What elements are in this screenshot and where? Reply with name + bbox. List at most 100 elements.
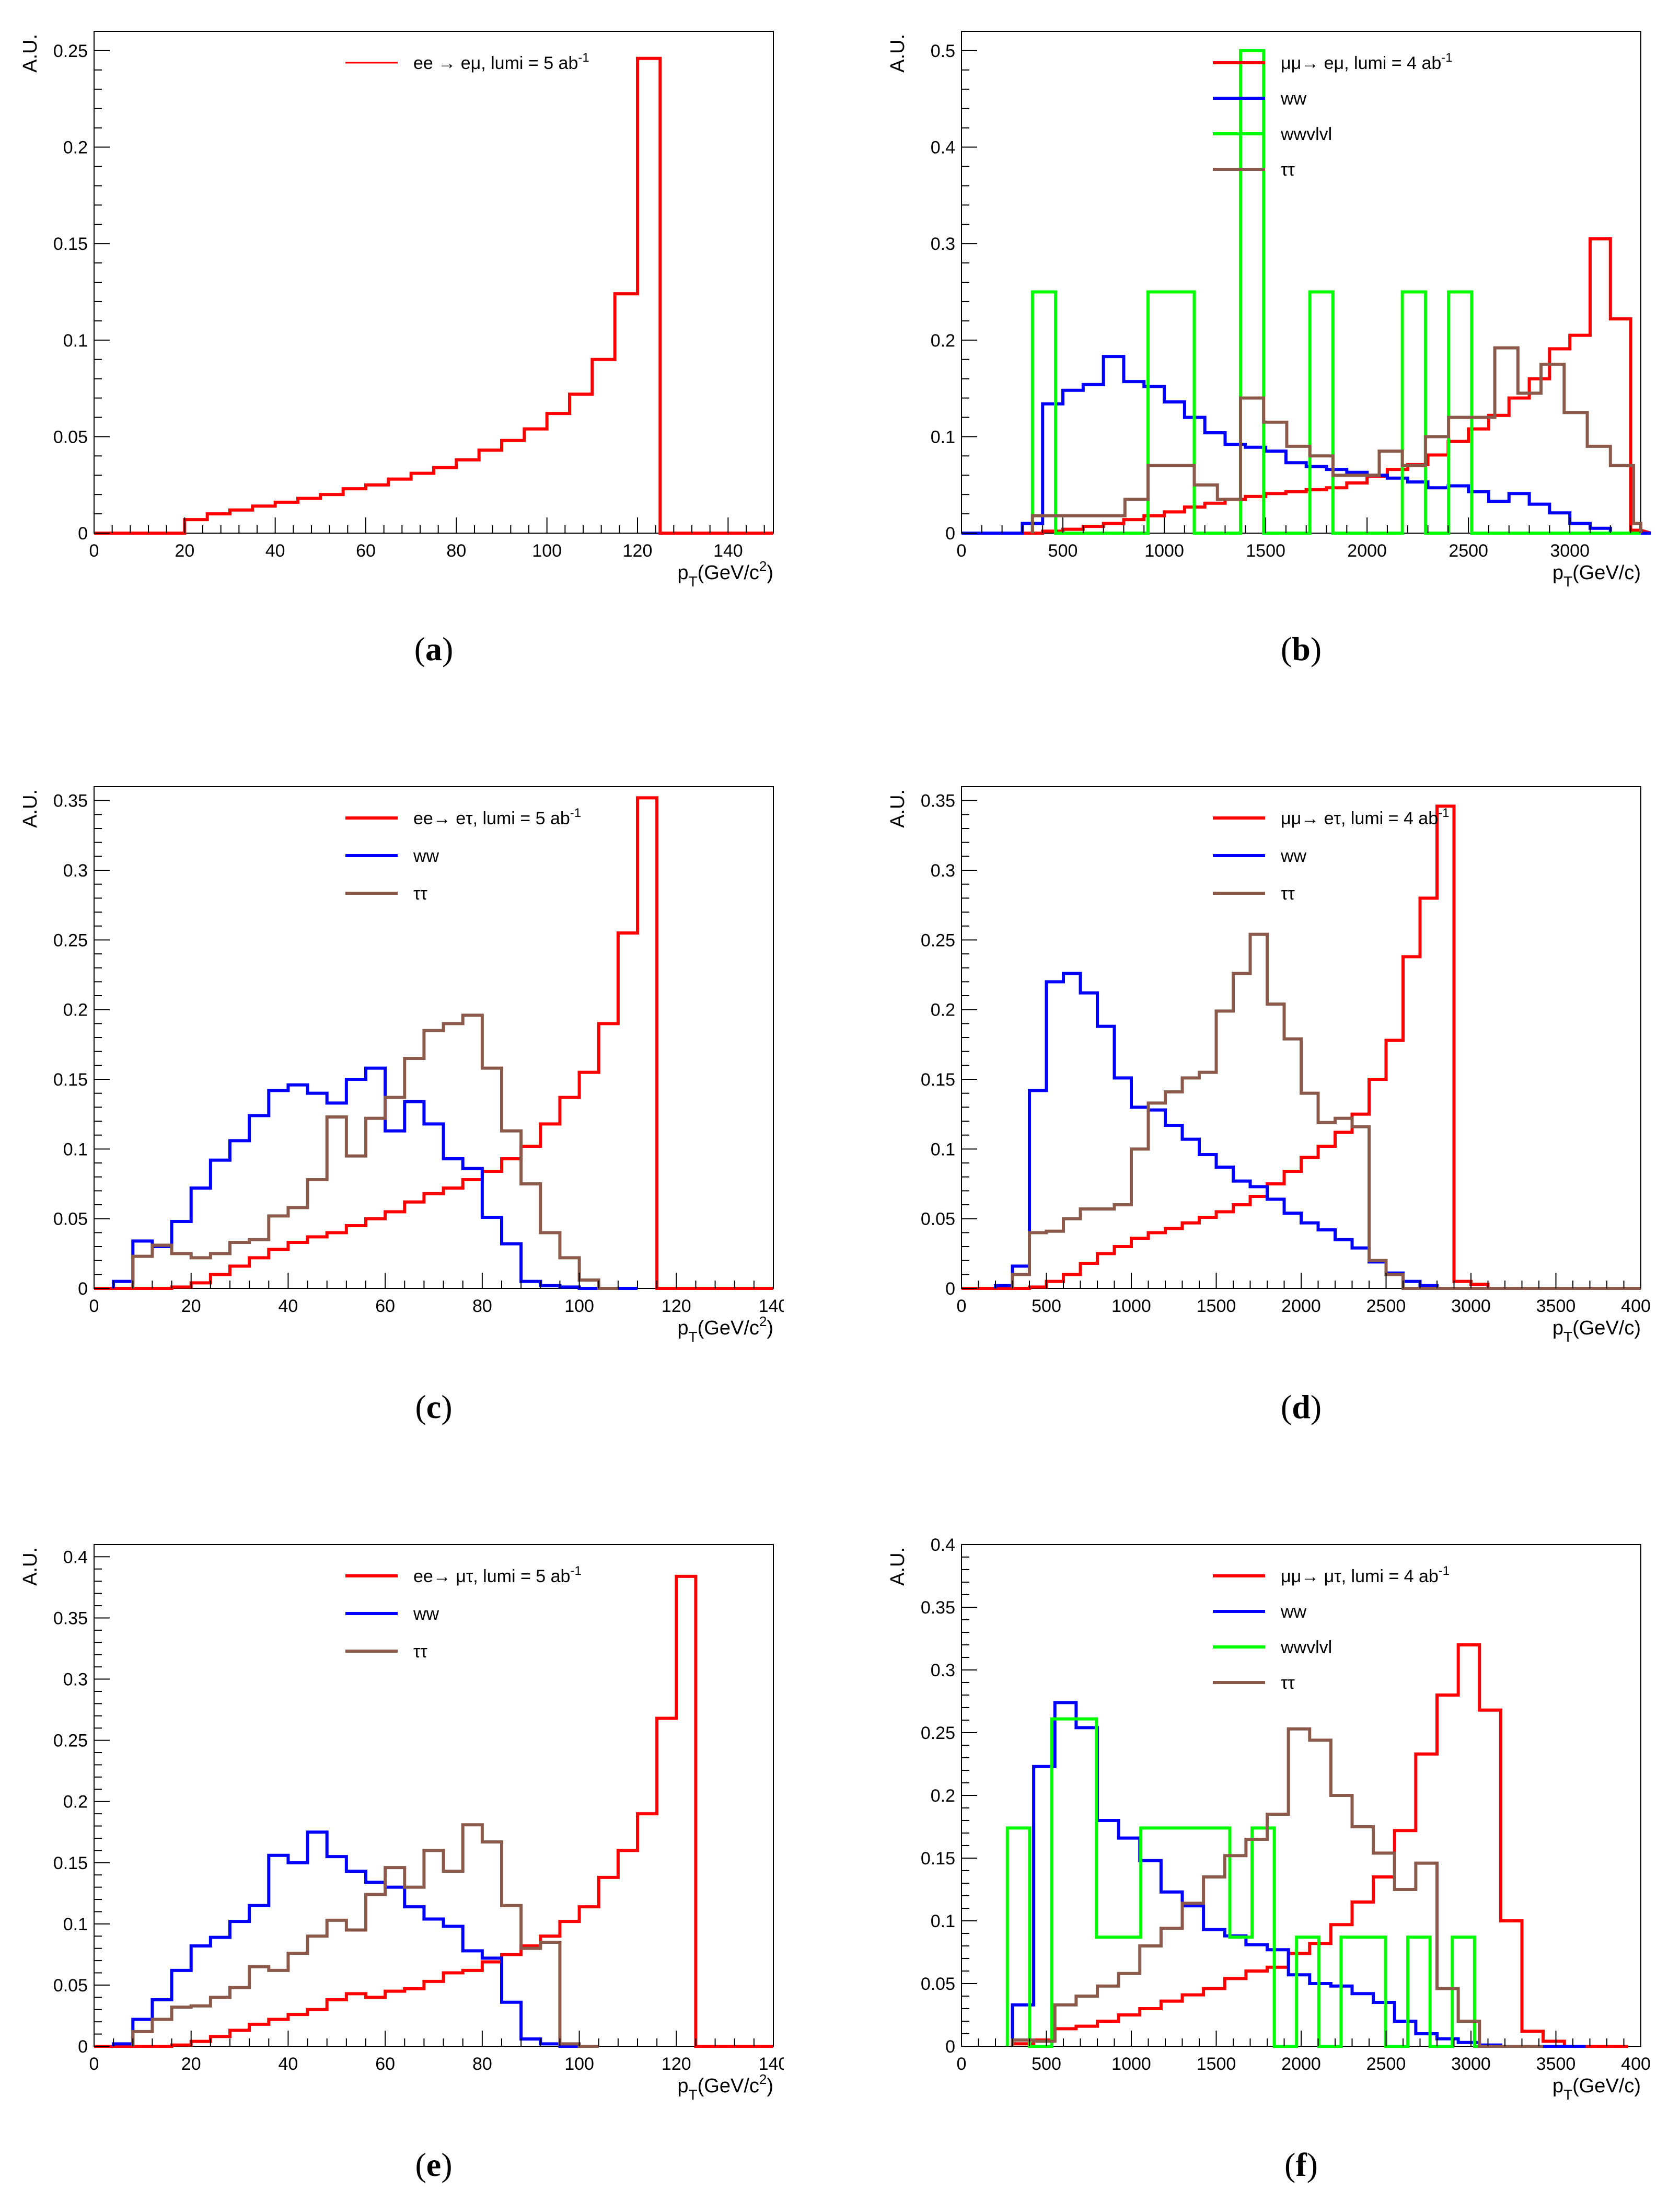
y-tick-label: 0.05 — [53, 1976, 88, 1996]
legend-entry-label: ee→ eτ, lumi = 5 ab-1 — [413, 806, 581, 828]
y-tick-label: 0.35 — [921, 1598, 955, 1618]
chart-e: 0 20 40 60 80 100 120 140 0 0.05 0.1 0.15 0.2 0.25 0.3… — [19, 1544, 784, 2103]
y-tick-label: 0.1 — [931, 1911, 955, 1931]
y-tick-label: 0.35 — [921, 791, 955, 811]
x-tick-label: 1000 — [1111, 2054, 1151, 2074]
x-tick-label: 500 — [1032, 2054, 1061, 2074]
legend-entry-label: ττ — [1281, 884, 1295, 904]
x-tick-label: 80 — [446, 541, 466, 561]
y-tick-label: 0.3 — [931, 861, 955, 881]
legend-entry-label: ee → eμ, lumi = 5 ab-1 — [413, 51, 589, 73]
chart-b: 0 500 1000 1500 2000 2500 3000 0 0.1 0.2 0.3 0.4 0.5… — [887, 31, 1651, 590]
series-brown-line — [131, 1823, 599, 2048]
y-axis-label: A.U. — [19, 34, 41, 73]
chart-c: 0 20 40 60 80 100 120 140 0 0.05 0.1 0.15 0.2 0.25 0.3… — [19, 786, 784, 1345]
x-tick-label: 80 — [472, 1296, 492, 1316]
y-tick-label: 0.35 — [53, 1608, 88, 1628]
caption-f: (f) — [1284, 2146, 1318, 2183]
y-axis-label: A.U. — [887, 34, 909, 73]
y-axis-label: A.U. — [19, 789, 41, 828]
series-brown-line — [1030, 346, 1642, 533]
y-tick-label: 0 — [78, 2037, 88, 2057]
x-tick-label: 80 — [472, 2054, 492, 2074]
y-tick-label: 0.4 — [63, 1547, 88, 1567]
caption-b: (b) — [1280, 630, 1322, 667]
legend-entry-label: ww — [413, 1604, 439, 1624]
x-tick-label: 60 — [356, 541, 376, 561]
legend-entry-label: μμ→ eτ, lumi = 4 ab-1 — [1281, 806, 1449, 828]
x-tick-label: 0 — [957, 541, 967, 561]
y-tick-label: 0.05 — [921, 1209, 955, 1229]
y-tick-label: 0.2 — [931, 1786, 955, 1806]
x-tick-label: 0 — [89, 1296, 99, 1316]
y-tick-label: 0.2 — [931, 331, 955, 351]
legend: ee → eμ, lumi = 5 ab-1 — [345, 51, 589, 73]
y-tick-label: 0.25 — [53, 1731, 88, 1751]
y-tick-label: 0.35 — [53, 791, 88, 811]
x-tick-label: 2000 — [1281, 2054, 1321, 2074]
legend-entry-label: μμ→ eμ, lumi = 4 ab-1 — [1281, 51, 1453, 73]
series-green-line — [1005, 1717, 1519, 2048]
y-tick-label: 0.2 — [63, 1000, 88, 1020]
y-tick-label: 0 — [945, 2037, 955, 2057]
y-tick-label: 0.1 — [931, 427, 955, 447]
legend-entry-label: ww — [413, 846, 439, 866]
x-tick-label: 20 — [181, 2054, 201, 2074]
caption-a: (a) — [414, 630, 454, 667]
x-tick-label: 120 — [662, 1296, 691, 1316]
x-tick-label: 0 — [89, 2054, 99, 2074]
x-tick-label: 100 — [564, 2054, 594, 2074]
y-tick-label: 0.05 — [921, 1974, 955, 1994]
series-brown-line — [1011, 1727, 1544, 2048]
series-brown-line — [1011, 932, 1641, 1290]
x-tick-label: 140 — [759, 1296, 784, 1316]
x-tick-label: 0 — [957, 1296, 967, 1316]
x-tick-label: 0 — [89, 541, 99, 561]
series-green-line — [1030, 49, 1641, 535]
x-tick-label: 2500 — [1366, 1296, 1406, 1316]
x-tick-label: 2500 — [1366, 2054, 1406, 2074]
series-blue-line — [112, 1066, 638, 1290]
y-tick-label: 0 — [945, 524, 955, 544]
y-tick-label: 0.15 — [53, 234, 88, 254]
y-axis-label: A.U. — [887, 789, 909, 828]
series-blue-line — [994, 972, 1641, 1290]
x-tick-label: 140 — [713, 541, 743, 561]
x-tick-label: 140 — [759, 2054, 784, 2074]
x-tick-label: 0 — [957, 2054, 967, 2074]
x-axis-label: pT(GeV/c2) — [677, 558, 773, 590]
y-tick-label: 0.5 — [931, 41, 955, 61]
x-tick-label: 20 — [175, 541, 194, 561]
legend: μμ→ μτ, lumi = 4 ab-1 ww wwvlvl ττ — [1213, 1564, 1450, 1693]
x-tick-label: 3000 — [1451, 2054, 1491, 2074]
chart-a: 0 20 40 60 80 100 120 140 0 0.05 0.1 0.15 0.2 0.25 A.U… — [19, 31, 774, 590]
y-tick-label: 0.1 — [63, 331, 88, 351]
series-red-line — [961, 237, 1651, 535]
x-tick-label: 60 — [375, 2054, 395, 2074]
y-tick-label: 0.1 — [931, 1139, 955, 1159]
y-tick-label: 0.25 — [921, 1723, 955, 1743]
y-tick-label: 0.2 — [931, 1000, 955, 1020]
x-tick-label: 20 — [181, 1296, 201, 1316]
x-tick-label: 3000 — [1451, 1296, 1491, 1316]
series-blue-line — [112, 1830, 599, 2048]
y-tick-label: 0.15 — [921, 1849, 955, 1869]
y-tick-label: 0.15 — [53, 1853, 88, 1873]
legend-entry-label: ττ — [1281, 160, 1295, 180]
x-tick-label: 1500 — [1246, 541, 1285, 561]
y-tick-label: 0.1 — [63, 1915, 88, 1934]
x-tick-label: 120 — [623, 541, 653, 561]
y-tick-label: 0.3 — [63, 861, 88, 881]
y-axis-label: A.U. — [19, 1547, 41, 1586]
x-axis-label: pT(GeV/c2) — [677, 1313, 773, 1345]
y-tick-label: 0.2 — [63, 138, 88, 158]
y-tick-label: 0.4 — [931, 1535, 955, 1555]
x-tick-label: 2000 — [1347, 541, 1387, 561]
x-axis-label: pT(GeV/c) — [1552, 2075, 1641, 2103]
series-red-line — [94, 796, 773, 1290]
y-tick-label: 0.15 — [53, 1070, 88, 1090]
x-tick-label: 3000 — [1550, 541, 1590, 561]
